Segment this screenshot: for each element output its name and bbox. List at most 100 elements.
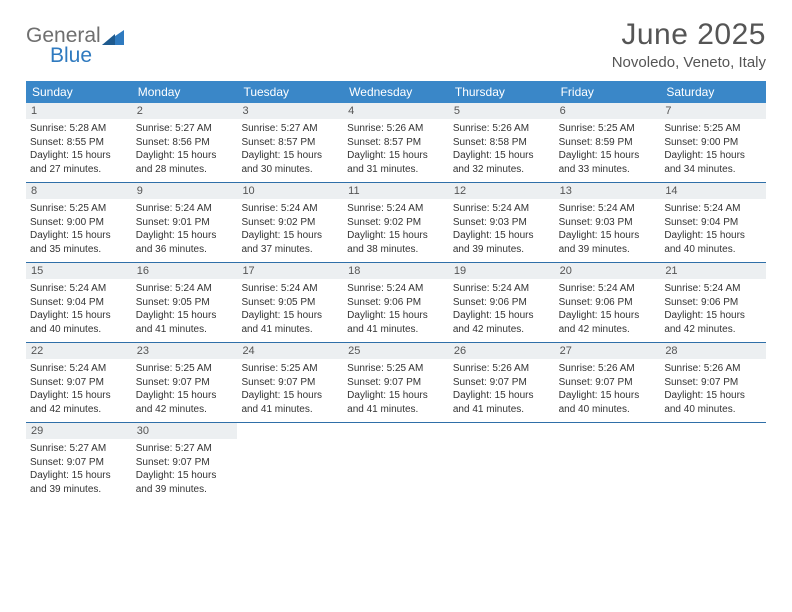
- sunrise-text: Sunrise: 5:27 AM: [241, 122, 339, 136]
- dow-thursday: Thursday: [449, 81, 555, 103]
- sunrise-text: Sunrise: 5:26 AM: [559, 362, 657, 376]
- sunrise-text: Sunrise: 5:24 AM: [453, 202, 551, 216]
- daylight-text: and 40 minutes.: [664, 243, 762, 257]
- daylight-text: Daylight: 15 hours: [241, 149, 339, 163]
- daylight-text: Daylight: 15 hours: [559, 229, 657, 243]
- daylight-text: Daylight: 15 hours: [347, 389, 445, 403]
- logo: GeneralBlue: [26, 18, 124, 68]
- sunset-text: Sunset: 9:01 PM: [136, 216, 234, 230]
- calendar-cell: 10Sunrise: 5:24 AMSunset: 9:02 PMDayligh…: [237, 183, 343, 262]
- calendar-week: 8Sunrise: 5:25 AMSunset: 9:00 PMDaylight…: [26, 183, 766, 263]
- day-number-bar: 28: [660, 343, 766, 359]
- daylight-text: and 41 minutes.: [347, 323, 445, 337]
- daylight-text: and 39 minutes.: [136, 483, 234, 497]
- sunrise-text: Sunrise: 5:28 AM: [30, 122, 128, 136]
- daylight-text: Daylight: 15 hours: [664, 149, 762, 163]
- calendar-cell: 27Sunrise: 5:26 AMSunset: 9:07 PMDayligh…: [555, 343, 661, 422]
- sunset-text: Sunset: 8:57 PM: [347, 136, 445, 150]
- daylight-text: and 33 minutes.: [559, 163, 657, 177]
- day-number-bar: 23: [132, 343, 238, 359]
- day-number-bar: 25: [343, 343, 449, 359]
- day-number-bar: 29: [26, 423, 132, 439]
- day-number-bar: 30: [132, 423, 238, 439]
- sunset-text: Sunset: 9:05 PM: [136, 296, 234, 310]
- dow-monday: Monday: [132, 81, 238, 103]
- sunset-text: Sunset: 9:06 PM: [347, 296, 445, 310]
- daylight-text: and 41 minutes.: [136, 323, 234, 337]
- sunrise-text: Sunrise: 5:26 AM: [347, 122, 445, 136]
- daylight-text: and 38 minutes.: [347, 243, 445, 257]
- calendar-week: 22Sunrise: 5:24 AMSunset: 9:07 PMDayligh…: [26, 343, 766, 423]
- daylight-text: and 32 minutes.: [453, 163, 551, 177]
- day-number: 9: [137, 185, 233, 197]
- calendar-cell: 21Sunrise: 5:24 AMSunset: 9:06 PMDayligh…: [660, 263, 766, 342]
- location-text: Novoledo, Veneto, Italy: [612, 54, 766, 71]
- day-number-bar: 12: [449, 183, 555, 199]
- daylight-text: and 39 minutes.: [559, 243, 657, 257]
- sunset-text: Sunset: 9:07 PM: [30, 456, 128, 470]
- daylight-text: Daylight: 15 hours: [241, 229, 339, 243]
- day-number-bar: 5: [449, 103, 555, 119]
- day-number-bar: 26: [449, 343, 555, 359]
- sunset-text: Sunset: 9:07 PM: [241, 376, 339, 390]
- daylight-text: Daylight: 15 hours: [30, 309, 128, 323]
- day-number: 26: [454, 345, 550, 357]
- sunrise-text: Sunrise: 5:25 AM: [664, 122, 762, 136]
- sunrise-text: Sunrise: 5:26 AM: [453, 362, 551, 376]
- day-number-bar: 20: [555, 263, 661, 279]
- daylight-text: and 36 minutes.: [136, 243, 234, 257]
- logo-triangle-icon: [102, 29, 124, 45]
- calendar-cell: 18Sunrise: 5:24 AMSunset: 9:06 PMDayligh…: [343, 263, 449, 342]
- calendar-cell: 19Sunrise: 5:24 AMSunset: 9:06 PMDayligh…: [449, 263, 555, 342]
- sunset-text: Sunset: 9:03 PM: [453, 216, 551, 230]
- day-number-bar: 18: [343, 263, 449, 279]
- sunset-text: Sunset: 8:59 PM: [559, 136, 657, 150]
- day-number: 3: [242, 105, 338, 117]
- calendar-cell: 7Sunrise: 5:25 AMSunset: 9:00 PMDaylight…: [660, 103, 766, 182]
- calendar-cell: 20Sunrise: 5:24 AMSunset: 9:06 PMDayligh…: [555, 263, 661, 342]
- daylight-text: Daylight: 15 hours: [136, 229, 234, 243]
- day-number-bar: 9: [132, 183, 238, 199]
- day-number: 16: [137, 265, 233, 277]
- daylight-text: Daylight: 15 hours: [453, 229, 551, 243]
- sunset-text: Sunset: 9:02 PM: [347, 216, 445, 230]
- day-number-bar: 24: [237, 343, 343, 359]
- sunrise-text: Sunrise: 5:27 AM: [30, 442, 128, 456]
- day-number: 1: [31, 105, 127, 117]
- daylight-text: Daylight: 15 hours: [30, 389, 128, 403]
- sunrise-text: Sunrise: 5:24 AM: [241, 202, 339, 216]
- day-number-bar: 2: [132, 103, 238, 119]
- day-number-bar: 17: [237, 263, 343, 279]
- calendar-cell: 6Sunrise: 5:25 AMSunset: 8:59 PMDaylight…: [555, 103, 661, 182]
- day-number: 25: [348, 345, 444, 357]
- daylight-text: Daylight: 15 hours: [664, 389, 762, 403]
- sunrise-text: Sunrise: 5:24 AM: [241, 282, 339, 296]
- calendar-cell: 29Sunrise: 5:27 AMSunset: 9:07 PMDayligh…: [26, 423, 132, 502]
- calendar-cell: 2Sunrise: 5:27 AMSunset: 8:56 PMDaylight…: [132, 103, 238, 182]
- sunset-text: Sunset: 9:07 PM: [136, 456, 234, 470]
- dow-sunday: Sunday: [26, 81, 132, 103]
- calendar-cell: 8Sunrise: 5:25 AMSunset: 9:00 PMDaylight…: [26, 183, 132, 262]
- daylight-text: and 28 minutes.: [136, 163, 234, 177]
- sunrise-text: Sunrise: 5:24 AM: [136, 202, 234, 216]
- daylight-text: and 42 minutes.: [453, 323, 551, 337]
- sunset-text: Sunset: 9:02 PM: [241, 216, 339, 230]
- sunset-text: Sunset: 9:07 PM: [664, 376, 762, 390]
- calendar-cell: 23Sunrise: 5:25 AMSunset: 9:07 PMDayligh…: [132, 343, 238, 422]
- sunrise-text: Sunrise: 5:26 AM: [453, 122, 551, 136]
- day-number: 5: [454, 105, 550, 117]
- sunrise-text: Sunrise: 5:24 AM: [136, 282, 234, 296]
- daylight-text: Daylight: 15 hours: [347, 229, 445, 243]
- day-number: 20: [560, 265, 656, 277]
- calendar-cell: 15Sunrise: 5:24 AMSunset: 9:04 PMDayligh…: [26, 263, 132, 342]
- sunrise-text: Sunrise: 5:24 AM: [664, 282, 762, 296]
- daylight-text: Daylight: 15 hours: [664, 229, 762, 243]
- day-number-bar: 27: [555, 343, 661, 359]
- daylight-text: Daylight: 15 hours: [136, 469, 234, 483]
- daylight-text: and 31 minutes.: [347, 163, 445, 177]
- day-number: 14: [665, 185, 761, 197]
- day-number: 19: [454, 265, 550, 277]
- sunrise-text: Sunrise: 5:26 AM: [664, 362, 762, 376]
- day-number-bar: 6: [555, 103, 661, 119]
- sunrise-text: Sunrise: 5:24 AM: [664, 202, 762, 216]
